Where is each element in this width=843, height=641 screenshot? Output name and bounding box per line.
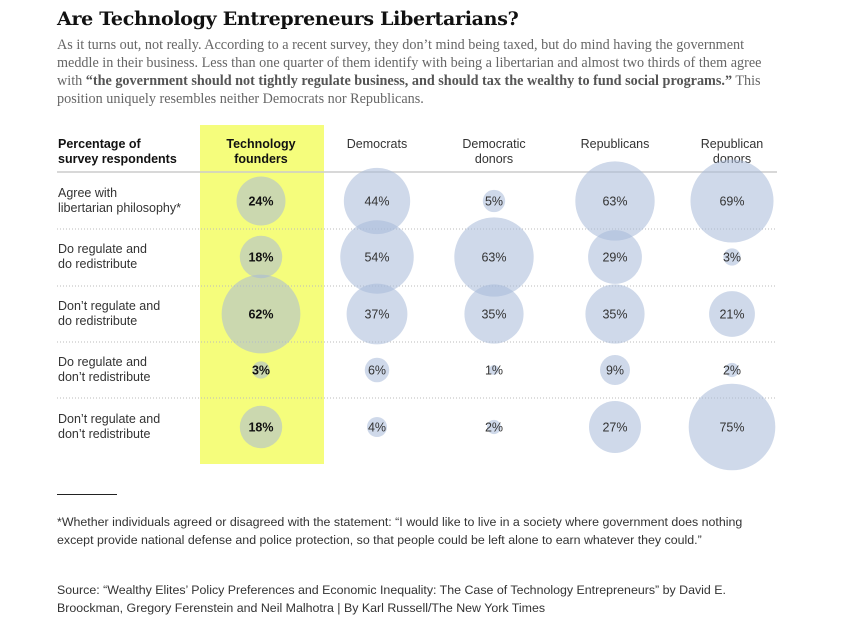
value-label: 69%	[719, 195, 744, 209]
value-label: 3%	[252, 364, 270, 378]
row-label: don’t redistribute	[58, 370, 150, 384]
bubble	[482, 189, 506, 213]
bubble	[723, 248, 741, 266]
value-label: 29%	[602, 251, 627, 265]
value-label: 21%	[719, 308, 744, 322]
source-credit: Source: “Wealthy Elites’ Policy Preferen…	[57, 583, 726, 615]
bubble	[575, 161, 655, 241]
footnote: *Whether individuals agreed or disagreed…	[57, 515, 743, 547]
bubble	[343, 167, 411, 235]
intro-text: As it turns out, not really. According t…	[57, 36, 787, 108]
bubble	[585, 284, 645, 344]
bubble	[690, 159, 774, 243]
value-label: 44%	[364, 195, 389, 209]
value-label: 27%	[602, 421, 627, 435]
value-label: 75%	[719, 421, 744, 435]
column-header-label: Republicans	[581, 137, 650, 151]
value-label: 35%	[602, 308, 627, 322]
intro-bold-quote: “the government should not tightly regul…	[85, 73, 733, 89]
bubble	[588, 230, 642, 284]
intro-text-before: As it turns out, not really. According t…	[57, 37, 762, 89]
bubble	[486, 419, 502, 435]
row-label: don’t redistribute	[58, 427, 150, 441]
value-label: 1%	[485, 364, 503, 378]
row-label: Don’t regulate and	[58, 412, 160, 426]
bubble	[464, 284, 524, 344]
column-header-label: Republican	[701, 137, 764, 151]
value-label: 18%	[248, 421, 273, 435]
row-label: Do regulate and	[58, 242, 147, 256]
bubble	[724, 362, 740, 378]
chart-title: Are Technology Entrepreneurs Libertarian…	[57, 8, 519, 30]
intro-text-after: This position uniquely resembles neither…	[57, 73, 761, 107]
value-label: 5%	[485, 195, 503, 209]
bubble	[589, 401, 641, 453]
value-label: 54%	[364, 251, 389, 265]
column-header-label: Democrats	[347, 137, 407, 151]
row-header-label: Percentage of	[58, 137, 142, 151]
bubble	[367, 417, 387, 437]
bubble	[688, 383, 776, 471]
row-header-label: survey respondents	[58, 152, 177, 166]
row-label: Don’t regulate and	[58, 299, 160, 313]
row-label: Do regulate and	[58, 355, 147, 369]
row-label: Agree with	[58, 186, 117, 200]
value-label: 6%	[368, 364, 386, 378]
row-label: do redistribute	[58, 257, 137, 271]
bubble	[340, 220, 414, 294]
bubble	[236, 176, 286, 226]
column-header-label: donors	[475, 152, 513, 166]
column-header-label: founders	[234, 152, 288, 166]
value-label: 4%	[368, 421, 386, 435]
value-label: 9%	[606, 364, 624, 378]
column-header-label: Democratic	[462, 137, 525, 151]
bubble	[600, 355, 630, 385]
footnote-divider	[57, 494, 117, 495]
row-label: libertarian philosophy*	[58, 201, 181, 215]
value-label: 18%	[248, 251, 273, 265]
value-label: 2%	[723, 364, 741, 378]
bubble	[489, 365, 499, 375]
bubble	[709, 291, 755, 337]
bubble	[454, 217, 534, 297]
row-label: do redistribute	[58, 314, 137, 328]
bubble	[346, 283, 408, 345]
value-label: 35%	[481, 308, 506, 322]
value-label: 24%	[248, 195, 273, 209]
bubble	[239, 405, 283, 449]
value-label: 62%	[248, 308, 273, 322]
bubble	[364, 357, 390, 383]
value-label: 63%	[481, 251, 506, 265]
value-label: 2%	[485, 421, 503, 435]
value-label: 63%	[602, 195, 627, 209]
bubble	[221, 274, 301, 354]
bubble	[252, 361, 270, 379]
value-label: 3%	[723, 251, 741, 265]
bubble	[239, 235, 283, 279]
column-header-label: Technology	[226, 137, 295, 151]
value-label: 37%	[364, 308, 389, 322]
